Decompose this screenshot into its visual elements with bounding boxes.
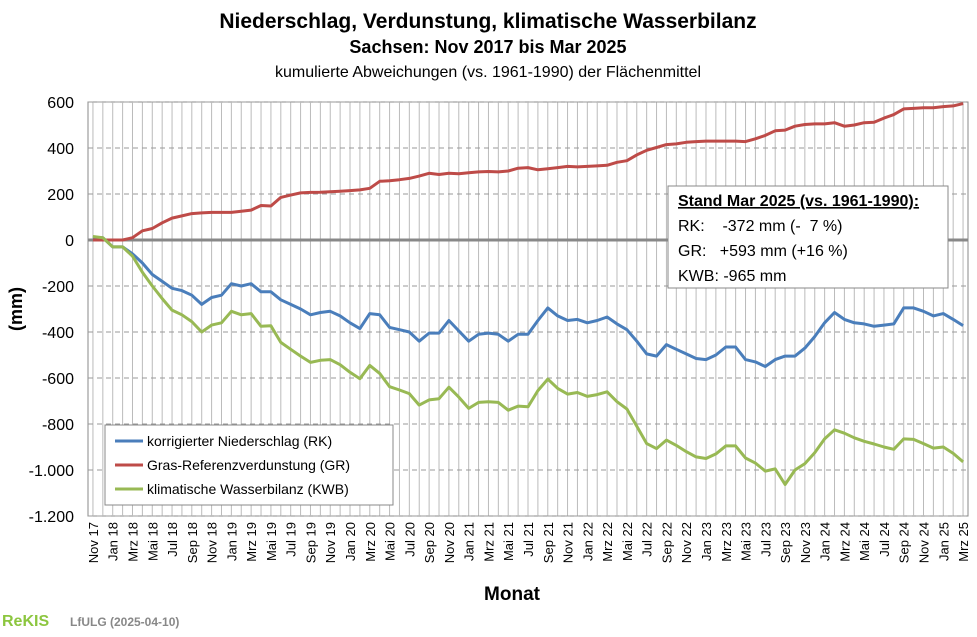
x-tick-label: Sep 19 xyxy=(303,522,318,563)
chart-subtitle: Sachsen: Nov 2017 bis Mar 2025 xyxy=(349,37,626,57)
x-tick-label: Mrz 22 xyxy=(600,522,615,562)
annotation: RK: -372 mm (- 7 %) xyxy=(678,218,842,235)
y-tick-label: -1.200 xyxy=(29,509,74,526)
footer: LfULG (2025-04-10) xyxy=(70,615,179,629)
y-tick-label: 400 xyxy=(47,141,74,158)
y-tick-label: -200 xyxy=(42,279,74,296)
x-tick-label: Sep 18 xyxy=(185,522,200,563)
x-tick-label: Jul 23 xyxy=(758,522,773,557)
x-tick-label: Sep 23 xyxy=(778,522,793,563)
x-tick-label: Jan 19 xyxy=(224,522,239,561)
y-tick-label: -600 xyxy=(42,371,74,388)
x-tick-label: Jul 24 xyxy=(877,522,892,557)
annotation: KWB: -965 mm xyxy=(678,268,786,285)
x-tick-label: Mrz 19 xyxy=(244,522,259,562)
chart-title: Niederschlag, Verdunstung, klimatische W… xyxy=(219,10,756,33)
x-tick-label: Jan 21 xyxy=(462,522,477,561)
legend-label: korrigierter Niederschlag (RK) xyxy=(147,433,332,449)
x-tick-label: Mai 20 xyxy=(383,522,398,561)
series-line xyxy=(92,235,965,486)
chart-subtitle: kumulierte Abweichungen (vs. 1961-1990) … xyxy=(275,64,701,81)
x-tick-label: Mrz 25 xyxy=(956,522,971,562)
y-tick-label: 0 xyxy=(65,233,74,250)
x-tick-label: Jul 22 xyxy=(640,522,655,557)
annotation: GR: +593 mm (+16 %) xyxy=(678,243,848,260)
x-tick-label: Jan 22 xyxy=(580,522,595,561)
legend-box xyxy=(104,424,394,506)
x-tick-label: Jan 23 xyxy=(699,522,714,561)
x-tick-label: Jan 18 xyxy=(106,522,121,561)
x-tick-label: Nov 17 xyxy=(86,522,101,563)
x-tick-label: Jul 18 xyxy=(165,522,180,557)
x-tick-label: Mai 23 xyxy=(739,522,754,561)
x-tick-label: Jan 24 xyxy=(818,522,833,561)
y-tick-label: -1.000 xyxy=(29,463,74,480)
x-tick-label: Sep 20 xyxy=(422,522,437,563)
x-tick-label: Nov 22 xyxy=(679,522,694,563)
x-tick-label: Sep 21 xyxy=(541,522,556,563)
y-tick-label: -800 xyxy=(42,417,74,434)
x-tick-label: Jan 20 xyxy=(343,522,358,561)
x-tick-label: Jul 21 xyxy=(521,522,536,557)
legend-label: Gras-Referenzverdunstung (GR) xyxy=(147,457,350,473)
annotation: Stand Mar 2025 (vs. 1961-1990): xyxy=(678,193,919,210)
x-tick-label: Mrz 24 xyxy=(837,522,852,562)
legend-label: klimatische Wasserbilanz (KWB) xyxy=(147,481,349,497)
x-tick-label: Nov 23 xyxy=(798,522,813,563)
x-tick-label: Mai 22 xyxy=(620,522,635,561)
x-tick-label: Nov 21 xyxy=(561,522,576,563)
x-tick-label: Mrz 23 xyxy=(719,522,734,562)
annotation-box xyxy=(667,185,949,289)
x-tick-label: Jul 20 xyxy=(402,522,417,557)
x-tick-label: Mrz 20 xyxy=(363,522,378,562)
x-tick-label: Jan 25 xyxy=(936,522,951,561)
x-tick-label: Nov 20 xyxy=(442,522,457,563)
x-tick-label: Mrz 18 xyxy=(125,522,140,562)
y-tick-label: 200 xyxy=(47,187,74,204)
x-tick-label: Mai 18 xyxy=(145,522,160,561)
y-tick-label: -400 xyxy=(42,325,74,342)
x-axis-title: Monat xyxy=(484,584,541,605)
x-tick-label: Nov 18 xyxy=(205,522,220,563)
x-tick-label: Nov 19 xyxy=(323,522,338,563)
x-tick-label: Nov 24 xyxy=(917,522,932,563)
series-line xyxy=(92,102,964,242)
x-tick-label: Jul 19 xyxy=(284,522,299,557)
series-line xyxy=(92,236,964,368)
logo: ReKIS xyxy=(2,613,49,630)
x-tick-label: Mai 24 xyxy=(857,522,872,561)
x-tick-label: Mrz 21 xyxy=(481,522,496,562)
x-tick-label: Sep 22 xyxy=(659,522,674,563)
x-tick-label: Mai 21 xyxy=(501,522,516,561)
y-axis-title: (mm) xyxy=(6,287,26,331)
x-tick-label: Sep 24 xyxy=(897,522,912,563)
y-tick-label: 600 xyxy=(47,95,74,112)
x-tick-label: Mai 19 xyxy=(264,522,279,561)
